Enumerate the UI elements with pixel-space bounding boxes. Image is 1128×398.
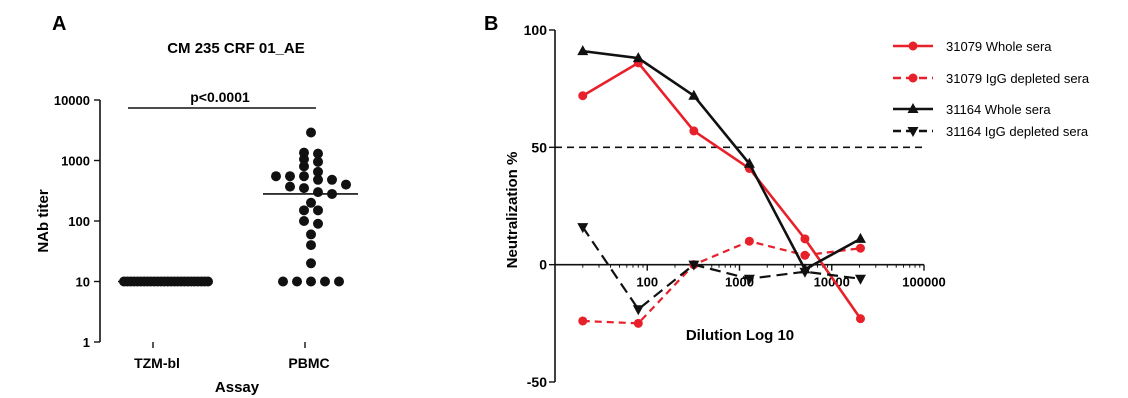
- panel-a-x-tick-label: PBMC: [288, 355, 329, 371]
- panel-a-y-tick-label: 100: [68, 214, 90, 229]
- panel-b-y-tick-label: 100: [524, 22, 548, 38]
- series-0-marker: [578, 91, 588, 101]
- pbmc-point: [313, 166, 323, 177]
- pbmc-point: [334, 276, 344, 287]
- series-3-marker: [688, 260, 700, 271]
- pbmc-point: [306, 127, 316, 138]
- series-2-marker: [577, 45, 589, 56]
- panel-a-y-tick-label: 1: [83, 335, 90, 350]
- pbmc-point: [320, 276, 330, 287]
- series-0-marker: [800, 234, 810, 244]
- pbmc-point: [299, 205, 309, 216]
- panel-b: B Neutralization % Dilution Log 10 -50 0 5…: [484, 13, 1090, 390]
- legend-swatch-marker: [908, 41, 918, 51]
- legend-entry: 31079 Whole sera: [946, 39, 1052, 54]
- panel-b-y-tick-label: 50: [531, 139, 547, 155]
- series-2-marker: [743, 157, 755, 168]
- pbmc-point: [306, 276, 316, 287]
- series-3-marker: [799, 267, 811, 278]
- pbmc-point: [292, 276, 302, 287]
- pbmc-point: [306, 229, 316, 240]
- legend-swatch-marker: [908, 73, 918, 83]
- series-line-2: [582, 49, 862, 272]
- panel-b-label: B: [484, 13, 498, 35]
- panel-b-y-tick-label: -50: [527, 374, 547, 390]
- series-line-3: [581, 226, 861, 311]
- pbmc-point: [327, 174, 337, 185]
- pbmc-point: [285, 181, 295, 192]
- series-3-marker: [743, 274, 755, 285]
- legend: 31079 Whole sera 31079 IgG depleted sera 3…: [893, 39, 1090, 139]
- panel-a-y-tick-label: 10: [76, 275, 90, 290]
- panel-a-x-tick-label: TZM-bl: [134, 355, 180, 371]
- series-2-marker: [632, 52, 644, 63]
- pbmc-point: [299, 183, 309, 194]
- series-3-marker: [632, 305, 644, 316]
- series-1-marker: [855, 243, 865, 253]
- pbmc-point: [299, 171, 309, 182]
- pbmc-point: [313, 148, 323, 159]
- panel-b-x-tick-label: 100000: [902, 275, 945, 290]
- panel-b-x-tick-label: 10000: [814, 275, 850, 290]
- series-1-marker: [633, 318, 643, 328]
- series-0-marker: [855, 314, 865, 324]
- series-2-marker: [854, 232, 866, 243]
- panel-a: A CM 235 CRF 01_AE NAb titer Assay p<0.0…: [35, 13, 358, 396]
- pbmc-point: [306, 240, 316, 251]
- pbmc-point: [278, 276, 288, 287]
- panel-a-y-tick-label: 1000: [61, 154, 90, 169]
- legend-swatch-marker: [907, 103, 919, 113]
- legend-entry: 31164 Whole sera: [946, 102, 1051, 117]
- series-3-marker: [854, 274, 866, 285]
- pbmc-point: [299, 154, 309, 165]
- pbmc-point: [306, 258, 316, 269]
- panel-a-y-tick-label: 10000: [54, 93, 90, 108]
- pbmc-point: [313, 218, 323, 229]
- series-line-0: [582, 61, 862, 320]
- panel-b-y-label: Neutralization %: [504, 152, 521, 269]
- series-2-marker: [688, 89, 700, 100]
- panel-a-y-label: NAb titer: [35, 189, 52, 252]
- pbmc-point: [306, 197, 316, 208]
- pbmc-point: [271, 171, 281, 182]
- p-value-annotation: p<0.0001: [190, 89, 250, 105]
- series-0-marker: [689, 126, 699, 136]
- legend-entry: 31164 IgG depleted sera: [946, 124, 1089, 139]
- pbmc-point: [341, 179, 351, 190]
- pbmc-point: [313, 187, 323, 198]
- panel-a-label: A: [52, 13, 66, 35]
- pbmc-point: [313, 205, 323, 216]
- panel-b-x-label: Dilution Log 10: [686, 327, 794, 344]
- pbmc-point: [313, 156, 323, 167]
- series-3-marker: [577, 223, 589, 234]
- series-1-marker: [744, 236, 754, 246]
- legend-entry: 31079 IgG depleted sera: [946, 71, 1090, 86]
- panel-b-y-tick-label: 0: [539, 257, 547, 273]
- pbmc-point: [313, 174, 323, 185]
- panel-a-x-label: Assay: [215, 379, 260, 396]
- pbmc-point: [299, 161, 309, 172]
- pbmc-point: [299, 216, 309, 226]
- series-1-marker: [578, 316, 588, 326]
- legend-swatch-marker: [907, 127, 919, 137]
- pbmc-point: [285, 171, 295, 182]
- panel-a-title: CM 235 CRF 01_AE: [167, 40, 305, 57]
- panel-b-x-tick-label: 100: [636, 275, 658, 290]
- series-1-marker: [800, 250, 810, 260]
